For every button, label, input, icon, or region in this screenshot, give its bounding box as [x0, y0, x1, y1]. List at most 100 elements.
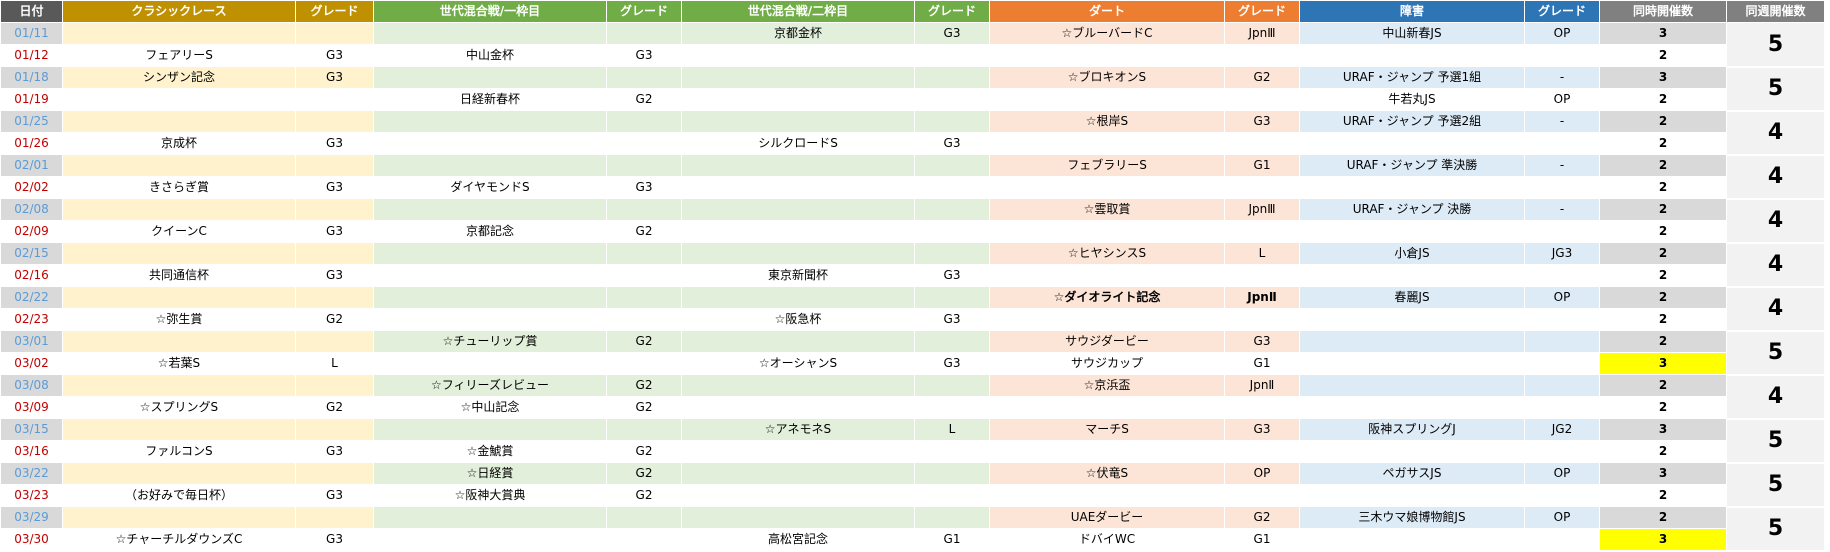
date-cell[interactable]: 03/09	[0, 396, 63, 419]
mixed1-race-cell[interactable]: 日経新春杯	[373, 88, 607, 111]
header-mixed-2-grade[interactable]: グレード	[914, 0, 990, 23]
dirt-race-cell[interactable]: ☆根岸S	[989, 110, 1225, 133]
date-cell[interactable]: 01/19	[0, 88, 63, 111]
mixed1-race-cell[interactable]: 中山金杯	[373, 44, 607, 67]
mixed1-grade-cell[interactable]	[606, 198, 682, 221]
concurrent-count-cell[interactable]: 2	[1599, 506, 1727, 529]
mixed2-grade-cell[interactable]	[914, 242, 990, 265]
mixed2-race-cell[interactable]: 高松宮記念	[681, 528, 915, 551]
header-mixed-1-grade[interactable]: グレード	[606, 0, 682, 23]
mixed2-race-cell[interactable]	[681, 506, 915, 529]
mixed2-race-cell[interactable]	[681, 396, 915, 419]
jump-grade-cell[interactable]: -	[1524, 66, 1600, 89]
mixed1-grade-cell[interactable]	[606, 154, 682, 177]
date-cell[interactable]: 01/18	[0, 66, 63, 89]
jump-race-cell[interactable]: 牛若丸JS	[1299, 88, 1525, 111]
classic-grade-cell[interactable]: G3	[295, 528, 374, 551]
jump-grade-cell[interactable]	[1524, 374, 1600, 397]
weekly-count-cell[interactable]: 5	[1726, 66, 1825, 112]
classic-grade-cell[interactable]: G3	[295, 132, 374, 155]
jump-race-cell[interactable]: URAF・ジャンプ 予選2組	[1299, 110, 1525, 133]
jump-race-cell[interactable]	[1299, 308, 1525, 331]
dirt-race-cell[interactable]: マーチS	[989, 418, 1225, 441]
header-dirt[interactable]: ダート	[989, 0, 1225, 23]
dirt-race-cell[interactable]: フェブラリーS	[989, 154, 1225, 177]
jump-grade-cell[interactable]	[1524, 176, 1600, 199]
mixed1-grade-cell[interactable]	[606, 308, 682, 331]
header-concurrent[interactable]: 同時開催数	[1599, 0, 1727, 23]
jump-race-cell[interactable]: 阪神スプリングJ	[1299, 418, 1525, 441]
mixed1-grade-cell[interactable]: G3	[606, 176, 682, 199]
jump-grade-cell[interactable]: OP	[1524, 22, 1600, 45]
classic-race-cell[interactable]: ファルコンS	[62, 440, 296, 463]
concurrent-count-cell[interactable]: 3	[1599, 528, 1727, 551]
concurrent-count-cell[interactable]: 3	[1599, 66, 1727, 89]
jump-grade-cell[interactable]	[1524, 528, 1600, 551]
jump-race-cell[interactable]	[1299, 264, 1525, 287]
dirt-grade-cell[interactable]	[1224, 132, 1300, 155]
date-cell[interactable]: 02/02	[0, 176, 63, 199]
mixed2-race-cell[interactable]	[681, 374, 915, 397]
dirt-grade-cell[interactable]	[1224, 44, 1300, 67]
mixed2-race-cell[interactable]	[681, 154, 915, 177]
mixed2-race-cell[interactable]	[681, 66, 915, 89]
classic-race-cell[interactable]: クイーンC	[62, 220, 296, 243]
classic-grade-cell[interactable]: G3	[295, 44, 374, 67]
dirt-grade-cell[interactable]: G2	[1224, 506, 1300, 529]
date-cell[interactable]: 01/12	[0, 44, 63, 67]
mixed2-race-cell[interactable]	[681, 110, 915, 133]
header-weekly[interactable]: 同週開催数	[1726, 0, 1825, 23]
jump-grade-cell[interactable]: -	[1524, 198, 1600, 221]
mixed1-grade-cell[interactable]: G2	[606, 374, 682, 397]
date-cell[interactable]: 03/23	[0, 484, 63, 507]
classic-race-cell[interactable]	[62, 242, 296, 265]
jump-race-cell[interactable]	[1299, 44, 1525, 67]
header-dirt-grade[interactable]: グレード	[1224, 0, 1300, 23]
classic-grade-cell[interactable]	[295, 242, 374, 265]
jump-grade-cell[interactable]	[1524, 308, 1600, 331]
mixed1-grade-cell[interactable]	[606, 22, 682, 45]
weekly-count-cell[interactable]: 4	[1726, 110, 1825, 156]
dirt-race-cell[interactable]	[989, 264, 1225, 287]
dirt-race-cell[interactable]: サウジカップ	[989, 352, 1225, 375]
classic-race-cell[interactable]: 京成杯	[62, 132, 296, 155]
date-cell[interactable]: 03/29	[0, 506, 63, 529]
dirt-grade-cell[interactable]: JpnⅡ	[1224, 286, 1300, 309]
concurrent-count-cell[interactable]: 2	[1599, 330, 1727, 353]
classic-race-cell[interactable]: シンザン記念	[62, 66, 296, 89]
concurrent-count-cell[interactable]: 2	[1599, 132, 1727, 155]
classic-race-cell[interactable]: ☆若葉S	[62, 352, 296, 375]
mixed2-grade-cell[interactable]: G3	[914, 308, 990, 331]
mixed1-grade-cell[interactable]: G2	[606, 88, 682, 111]
dirt-grade-cell[interactable]	[1224, 396, 1300, 419]
classic-grade-cell[interactable]	[295, 418, 374, 441]
jump-race-cell[interactable]	[1299, 396, 1525, 419]
mixed2-race-cell[interactable]: ☆阪急杯	[681, 308, 915, 331]
dirt-grade-cell[interactable]	[1224, 88, 1300, 111]
mixed2-race-cell[interactable]	[681, 198, 915, 221]
dirt-race-cell[interactable]	[989, 308, 1225, 331]
mixed1-grade-cell[interactable]: G2	[606, 330, 682, 353]
jump-grade-cell[interactable]: -	[1524, 154, 1600, 177]
mixed2-race-cell[interactable]	[681, 44, 915, 67]
classic-race-cell[interactable]	[62, 506, 296, 529]
dirt-race-cell[interactable]	[989, 220, 1225, 243]
date-cell[interactable]: 02/22	[0, 286, 63, 309]
mixed2-grade-cell[interactable]: G1	[914, 528, 990, 551]
header-mixed-1[interactable]: 世代混合戦/一枠目	[373, 0, 607, 23]
jump-race-cell[interactable]	[1299, 220, 1525, 243]
weekly-count-cell[interactable]: 4	[1726, 154, 1825, 200]
classic-race-cell[interactable]	[62, 110, 296, 133]
date-cell[interactable]: 03/15	[0, 418, 63, 441]
weekly-count-cell[interactable]: 5	[1726, 22, 1825, 68]
mixed2-grade-cell[interactable]	[914, 110, 990, 133]
classic-grade-cell[interactable]: G3	[295, 66, 374, 89]
classic-grade-cell[interactable]	[295, 154, 374, 177]
classic-grade-cell[interactable]	[295, 506, 374, 529]
date-cell[interactable]: 03/22	[0, 462, 63, 485]
date-cell[interactable]: 02/16	[0, 264, 63, 287]
mixed2-grade-cell[interactable]	[914, 198, 990, 221]
mixed1-race-cell[interactable]: ☆阪神大賞典	[373, 484, 607, 507]
concurrent-count-cell[interactable]: 2	[1599, 286, 1727, 309]
concurrent-count-cell[interactable]: 2	[1599, 154, 1727, 177]
